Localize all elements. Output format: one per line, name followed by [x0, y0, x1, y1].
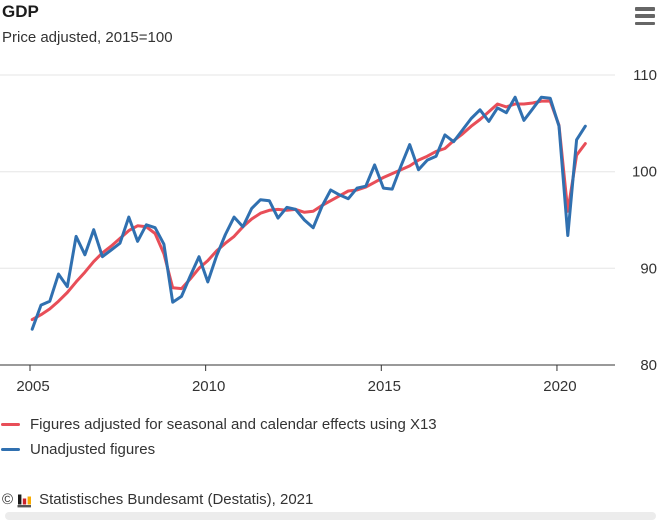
unadjusted-series-line[interactable] [30, 95, 587, 331]
hamburger-icon [635, 14, 655, 18]
hamburger-icon [635, 21, 655, 25]
hamburger-icon [635, 7, 655, 11]
credits: © Statistisches Bundesamt (Destatis), 20… [2, 491, 313, 508]
legend-item-adjusted[interactable]: Figures adjusted for seasonal and calend… [1, 412, 437, 437]
legend-item-unadjusted[interactable]: Unadjusted figures [1, 437, 437, 462]
x-axis-label: 2010 [192, 378, 225, 395]
legend: Figures adjusted for seasonal and calend… [1, 412, 437, 462]
gdp-line-chart[interactable]: 110 100 90 80 2005 2010 2015 2020 [0, 55, 661, 400]
x-axis-label: 2015 [368, 378, 401, 395]
chart-title: GDP [2, 2, 39, 21]
legend-label-unadjusted: Unadjusted figures [30, 441, 156, 458]
unadjusted-series-swatch [1, 448, 20, 451]
y-axis-label: 110 [633, 67, 657, 84]
copyright-symbol: © [2, 491, 14, 508]
x-axis-label: 2020 [543, 378, 576, 395]
adjusted-series-line[interactable] [30, 99, 587, 322]
y-axis-label: 80 [640, 357, 657, 374]
y-axis-label: 100 [632, 164, 657, 181]
destatis-logo-icon [17, 494, 32, 508]
horizontal-scrollbar[interactable] [5, 512, 656, 520]
y-axis-label: 90 [640, 260, 657, 277]
x-axis-label: 2005 [16, 378, 49, 395]
adjusted-series-swatch [1, 423, 20, 426]
chart-subtitle: Price adjusted, 2015=100 [2, 29, 173, 46]
credits-text: Statistisches Bundesamt (Destatis), 2021 [39, 491, 314, 508]
legend-label-adjusted: Figures adjusted for seasonal and calend… [30, 416, 437, 433]
chart-context-menu-button[interactable] [635, 6, 657, 26]
